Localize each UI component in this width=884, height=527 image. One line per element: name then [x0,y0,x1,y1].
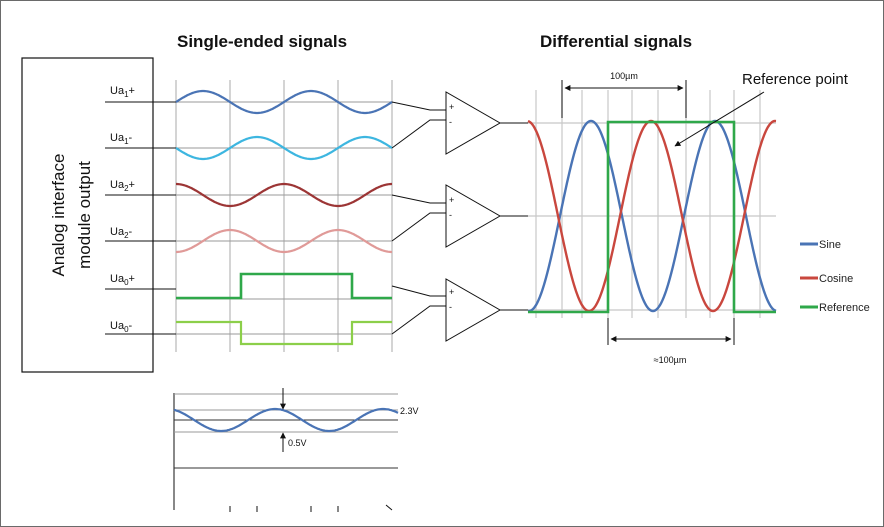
comparator-wiring [391,101,446,335]
svg-text:Ua2-: Ua2- [110,226,133,240]
single-ended-title: Single-ended signals [177,32,347,51]
module-output-box [21,57,154,373]
svg-text:Ua1+: Ua1+ [110,85,135,99]
svg-text:Ua0-: Ua0- [110,320,133,334]
reference-point-label: Reference point [742,71,849,88]
waveform-ua2-minus [176,228,392,254]
svg-text:-: - [449,117,452,127]
comparator-2: +- [445,184,528,248]
svg-text:-: - [449,210,452,220]
level-high-label: 2.3V [400,406,419,416]
svg-text:Ua2+: Ua2+ [110,179,135,193]
waveform-ua1-minus [175,135,393,161]
svg-text:Ua0+: Ua0+ [110,273,135,287]
comparator-3: +- [445,278,528,342]
differential-grid [528,90,776,318]
level-waveform [173,407,399,433]
side-label-line1: Analog interface [49,154,68,277]
side-label-line2: module output [75,161,94,269]
level-low-label: 0.5V [288,438,307,448]
svg-text:+: + [449,102,454,112]
comparator-1: +- [445,91,528,155]
signal-label-ua2-plus: Ua2+ [105,179,176,196]
svg-text:+: + [449,287,454,297]
differential-reference [528,120,776,314]
waveform-ua1-plus [175,89,393,115]
svg-text:+: + [449,195,454,205]
svg-text:-: - [449,302,452,312]
signal-label-ua1-plus: Ua1+ [105,85,176,103]
reference-width-label: ≈100µm [654,355,687,365]
reference-point-arrow [674,91,765,147]
waveform-ua0-minus [176,320,392,346]
period-label: 100µm [610,71,638,81]
level-detail: 2.3V 0.5V [173,388,419,512]
waveform-ua0-plus [176,272,392,300]
svg-text:Ua1-: Ua1- [110,132,133,146]
differential-title: Differential signals [540,32,692,51]
waveform-ua2-plus [176,182,392,208]
signal-label-ua0-plus: Ua0+ [105,273,176,290]
legend-sine: Sine [819,239,841,251]
legend-cosine: Cosine [819,273,853,285]
single-ended-grid [175,80,393,352]
legend: Sine Cosine Reference [800,239,870,314]
legend-reference: Reference [819,302,870,314]
